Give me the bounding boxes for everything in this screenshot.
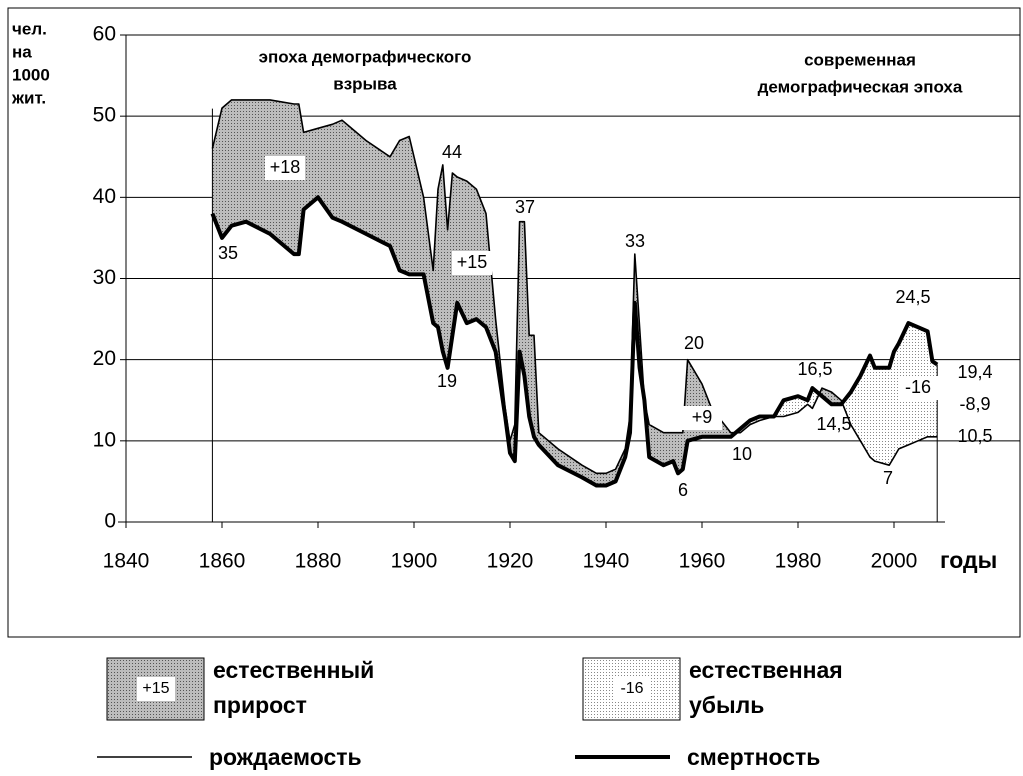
- legend-sample: +15: [142, 680, 169, 697]
- annotation: +9: [692, 407, 713, 427]
- natural-increase-area: [332, 119, 343, 223]
- natural-decrease-area: [869, 355, 876, 462]
- frame: [7, 7, 1021, 638]
- legend-label: естественный: [213, 657, 374, 683]
- legend-sample-box: [613, 677, 651, 701]
- y-axis-label: чел.: [12, 19, 47, 38]
- y-tick-label: 0: [104, 510, 116, 533]
- era-label: демографическая эпоха: [758, 77, 963, 96]
- x-tick-label: 1860: [199, 550, 246, 573]
- era-label: современная: [804, 50, 916, 69]
- series-line: [211, 99, 938, 475]
- era-label: эпоха демографического: [259, 47, 472, 66]
- annotation: 24,5: [895, 287, 930, 307]
- annotation: 6: [678, 480, 688, 500]
- x-tick-label: 1980: [775, 550, 822, 573]
- x-tick-label: 1880: [295, 550, 342, 573]
- y-tick-label: 50: [93, 104, 116, 127]
- annotation: -8,9: [959, 394, 990, 414]
- annotation: 19,4: [957, 362, 992, 382]
- legend-label: прирост: [213, 692, 307, 718]
- legend-label: убыль: [689, 692, 764, 718]
- natural-increase-area: [437, 164, 444, 352]
- y-axis-label: на: [12, 42, 32, 61]
- y-tick-label: 10: [93, 428, 116, 451]
- annotation: 33: [625, 231, 645, 251]
- annotation: 19: [437, 371, 457, 391]
- annotation: 10,5: [957, 426, 992, 446]
- annotation: 37: [515, 197, 535, 217]
- natural-increase-area: [365, 139, 391, 247]
- natural-decrease-area: [874, 367, 890, 466]
- y-axis-label: жит.: [11, 88, 46, 107]
- annotation: 35: [218, 243, 238, 263]
- y-axis-label: 1000: [12, 65, 50, 84]
- x-tick-label: 1900: [391, 550, 438, 573]
- legend-label: смертность: [687, 744, 820, 770]
- annotation: 10: [732, 444, 752, 464]
- natural-increase-area: [408, 136, 424, 275]
- y-tick-label: 20: [93, 347, 116, 370]
- annotation: 44: [442, 142, 462, 162]
- natural-increase-area: [231, 99, 247, 227]
- legend-label: рождаемость: [209, 744, 362, 770]
- natural-increase-area: [399, 136, 410, 275]
- x-axis-label: годы: [940, 547, 997, 573]
- natural-decrease-area: [893, 342, 900, 459]
- annotation: 20: [684, 333, 704, 353]
- annotation-box: [898, 376, 938, 400]
- annotation-box: [265, 156, 305, 180]
- annotation: +18: [270, 157, 301, 177]
- y-tick-label: 30: [93, 266, 116, 289]
- y-tick-label: 60: [93, 23, 116, 46]
- legend-sample-box: [137, 677, 175, 701]
- era-label: взрыва: [333, 74, 397, 93]
- annotation: 16,5: [797, 359, 832, 379]
- legend-swatch: [106, 657, 205, 721]
- x-tick-label: 1940: [583, 550, 630, 573]
- x-tick-label: 2000: [871, 550, 918, 573]
- natural-increase-area: [221, 99, 232, 239]
- x-tick-label: 1960: [679, 550, 726, 573]
- legend-label: естественная: [689, 657, 843, 683]
- annotation: 14,5: [816, 414, 851, 434]
- x-tick-label: 1840: [103, 550, 150, 573]
- x-tick-label: 1920: [487, 550, 534, 573]
- annotation: -16: [905, 377, 931, 397]
- legend-sample: -16: [620, 680, 643, 697]
- annotation: +15: [457, 252, 488, 272]
- natural-increase-area: [456, 176, 468, 324]
- series-line: [210, 195, 939, 488]
- y-tick-label: 40: [93, 185, 116, 208]
- annotation-box: [452, 251, 492, 275]
- annotation: 7: [883, 468, 893, 488]
- annotation-box: [682, 406, 722, 430]
